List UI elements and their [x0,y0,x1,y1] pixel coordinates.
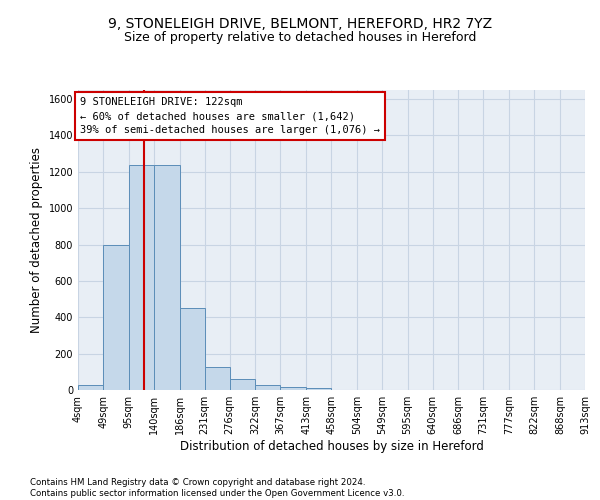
Bar [205,368,230,390]
Bar [78,386,103,390]
Text: Contains HM Land Registry data © Crown copyright and database right 2024.
Contai: Contains HM Land Registry data © Crown c… [30,478,404,498]
Bar [280,388,306,390]
Bar [256,386,280,390]
Y-axis label: Number of detached properties: Number of detached properties [30,147,43,333]
Bar [154,164,179,390]
X-axis label: Distribution of detached houses by size in Hereford: Distribution of detached houses by size … [179,440,484,453]
Bar [306,388,331,390]
Text: Size of property relative to detached houses in Hereford: Size of property relative to detached ho… [124,31,476,44]
Text: 9 STONELEIGH DRIVE: 122sqm
← 60% of detached houses are smaller (1,642)
39% of s: 9 STONELEIGH DRIVE: 122sqm ← 60% of deta… [80,98,380,136]
Bar [230,379,256,390]
Bar [129,164,154,390]
Bar [103,244,129,390]
Bar [179,308,205,390]
Text: 9, STONELEIGH DRIVE, BELMONT, HEREFORD, HR2 7YZ: 9, STONELEIGH DRIVE, BELMONT, HEREFORD, … [108,18,492,32]
